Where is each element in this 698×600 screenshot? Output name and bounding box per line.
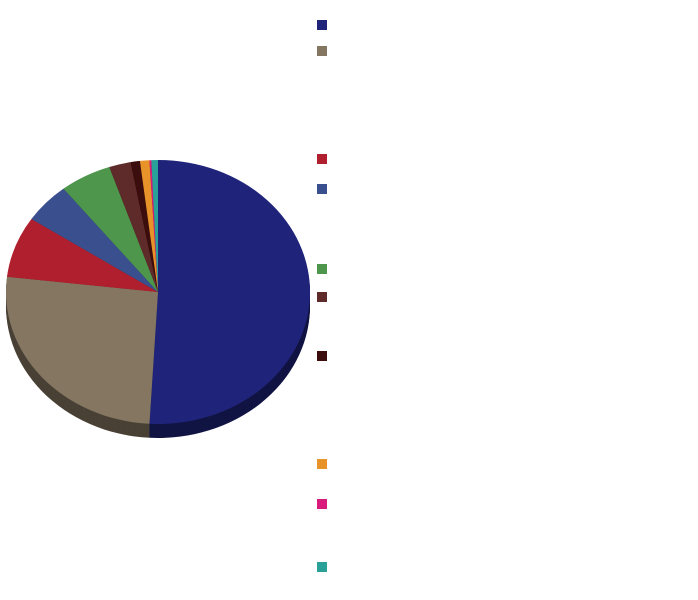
legend-swatch bbox=[317, 20, 327, 30]
legend-swatch bbox=[317, 46, 327, 56]
pie-slice bbox=[63, 166, 159, 292]
pie-slice bbox=[5, 276, 159, 424]
legend-swatch bbox=[317, 562, 327, 572]
pie-slice bbox=[149, 160, 310, 424]
pie-slice bbox=[7, 218, 158, 292]
pie-slice bbox=[139, 160, 158, 292]
legend-swatch bbox=[317, 351, 327, 361]
pie-slice bbox=[151, 160, 158, 292]
pie-slice bbox=[31, 188, 159, 292]
legend-swatch bbox=[317, 292, 327, 302]
pie-slice bbox=[149, 160, 158, 292]
pie-slice bbox=[109, 162, 158, 292]
legend-swatch bbox=[317, 184, 327, 194]
legend-swatch bbox=[317, 499, 327, 509]
legend-swatch bbox=[317, 459, 327, 469]
legend-swatch bbox=[317, 264, 327, 274]
pie-slice bbox=[130, 160, 158, 292]
legend-swatch bbox=[317, 154, 327, 164]
